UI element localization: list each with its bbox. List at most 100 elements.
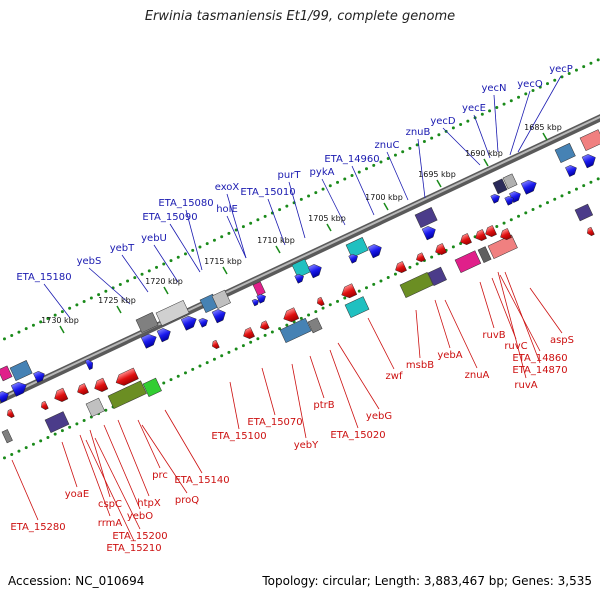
gene-block-7 (252, 281, 266, 297)
gene-label-bottom-14: ETA_15070 (247, 417, 302, 428)
forward-gene-13 (211, 309, 226, 324)
kbp-label-0: 1685 kbp (524, 123, 562, 132)
gene-block-12 (9, 360, 33, 382)
reverse-gene-18 (7, 408, 15, 418)
leader-bottom-26 (11, 459, 39, 521)
leader-bottom-6 (444, 299, 478, 369)
reverse-gene-11 (243, 327, 255, 339)
leader-bottom-2 (491, 277, 517, 340)
forward-gene-15 (180, 315, 197, 331)
gene-label-top-5: znuB (406, 127, 431, 138)
leader-top-7 (351, 165, 375, 216)
gene-blocks (0, 129, 600, 444)
gene-block-0 (554, 142, 576, 164)
forward-gene-4 (504, 195, 514, 206)
leader-top-3 (473, 114, 491, 159)
gene-block-6 (291, 258, 311, 279)
leader-bottom-11 (329, 349, 359, 429)
forward-gene-2 (520, 179, 537, 195)
gene-block-13 (0, 365, 13, 382)
kbp-tick-9 (59, 325, 65, 334)
reverse-gene-12 (212, 339, 220, 349)
leader-bottom-5 (497, 271, 527, 379)
gene-label-bottom-21: cspC (98, 499, 122, 510)
gene-label-bottom-22: rrmA (98, 518, 123, 529)
gene-label-bottom-10: yebG (366, 411, 392, 422)
forward-gene-19 (33, 371, 45, 383)
leader-top-6 (386, 151, 409, 201)
gene-label-bottom-16: ETA_15140 (174, 475, 229, 486)
gene-label-top-13: ETA_15080 (158, 198, 213, 209)
gene-label-bottom-12: ptrB (313, 400, 334, 411)
forward-gene-14 (198, 317, 208, 328)
leader-top-2 (493, 94, 499, 153)
leader-bottom-8 (415, 309, 421, 359)
leader-top-14 (169, 223, 201, 273)
gene-block-21 (344, 296, 370, 319)
forward-gene-18 (84, 359, 93, 371)
gene-label-top-0: yecP (549, 64, 573, 75)
forward-gene-10 (294, 273, 304, 284)
reverse-gene-1 (485, 225, 497, 237)
kbp-label-2: 1695 kbp (418, 170, 456, 179)
gene-label-top-7: ETA_14960 (324, 154, 379, 165)
leader-top-12 (226, 215, 247, 259)
forward-gene-1 (565, 165, 577, 177)
reverse-gene-4 (435, 243, 447, 255)
forward-gene-11 (256, 293, 266, 304)
gene-label-top-3: yecE (462, 103, 486, 114)
tick-line-lower (0, 176, 600, 462)
leader-bottom-16 (164, 409, 203, 474)
leader-bottom-3 (499, 274, 541, 352)
leader-bottom-20 (103, 424, 141, 510)
page-title: Erwinia tasmaniensis Et1/99, complete ge… (144, 9, 456, 24)
gene-label-bottom-5: ruvA (514, 380, 537, 391)
leader-bottom-9 (367, 317, 395, 370)
leader-bottom-17 (141, 424, 188, 494)
kbp-tick-7 (163, 286, 169, 295)
gene-label-top-6: znuC (375, 140, 400, 151)
gene-block-23 (142, 377, 162, 398)
leader-bottom-22 (79, 434, 111, 517)
kbp-tick-1 (483, 158, 489, 167)
gene-label-top-2: yecN (481, 83, 506, 94)
forward-gene-20 (10, 381, 27, 397)
kbp-label-4: 1705 kbp (308, 214, 346, 223)
gene-label-bottom-1: ruvB (482, 330, 505, 341)
gene-label-top-9: purT (278, 170, 302, 181)
leader-top-10 (267, 198, 286, 246)
gene-label-bottom-18: prc (152, 470, 168, 481)
leader-bottom-1 (479, 281, 495, 329)
leader-top-8 (321, 178, 346, 226)
reverse-gene-6 (395, 261, 407, 273)
forward-gene-21 (0, 391, 9, 403)
kbp-label-7: 1720 kbp (145, 277, 183, 286)
reverse-gene-9 (283, 307, 300, 323)
gene-label-bottom-24: ETA_15210 (106, 543, 161, 554)
forward-gene-6 (421, 226, 436, 241)
leader-top-5 (417, 138, 426, 199)
leader-bottom-14 (261, 367, 276, 416)
gene-label-bottom-15: ETA_15100 (211, 431, 266, 442)
gene-block-4 (414, 207, 438, 229)
gene-block-20 (307, 317, 323, 334)
gene-label-bottom-19: htpX (137, 498, 161, 509)
leader-bottom-19 (117, 419, 150, 497)
gene-label-top-10: ETA_15010 (240, 187, 295, 198)
gene-label-bottom-0: aspS (550, 335, 574, 346)
gene-label-bottom-2: ruvC (504, 341, 527, 352)
gene-block-9 (211, 289, 231, 310)
reverse-gene-0 (500, 228, 512, 240)
gene-block-3 (502, 173, 518, 190)
accession-label: Accession: NC_010694 (8, 574, 145, 588)
gene-arrows (0, 154, 596, 418)
kbp-label-1: 1690 kbp (465, 149, 503, 158)
forward-gene-8 (348, 253, 358, 264)
kbp-label-5: 1710 kbp (257, 236, 295, 245)
topology-label: Topology: circular; Length: 3,883,467 bp… (262, 574, 592, 588)
gene-label-bottom-23: ETA_15200 (112, 531, 167, 542)
gene-label-bottom-7: yebA (437, 350, 462, 361)
leader-bottom-15 (229, 381, 240, 430)
kbp-label-9: 1730 kbp (41, 316, 79, 325)
